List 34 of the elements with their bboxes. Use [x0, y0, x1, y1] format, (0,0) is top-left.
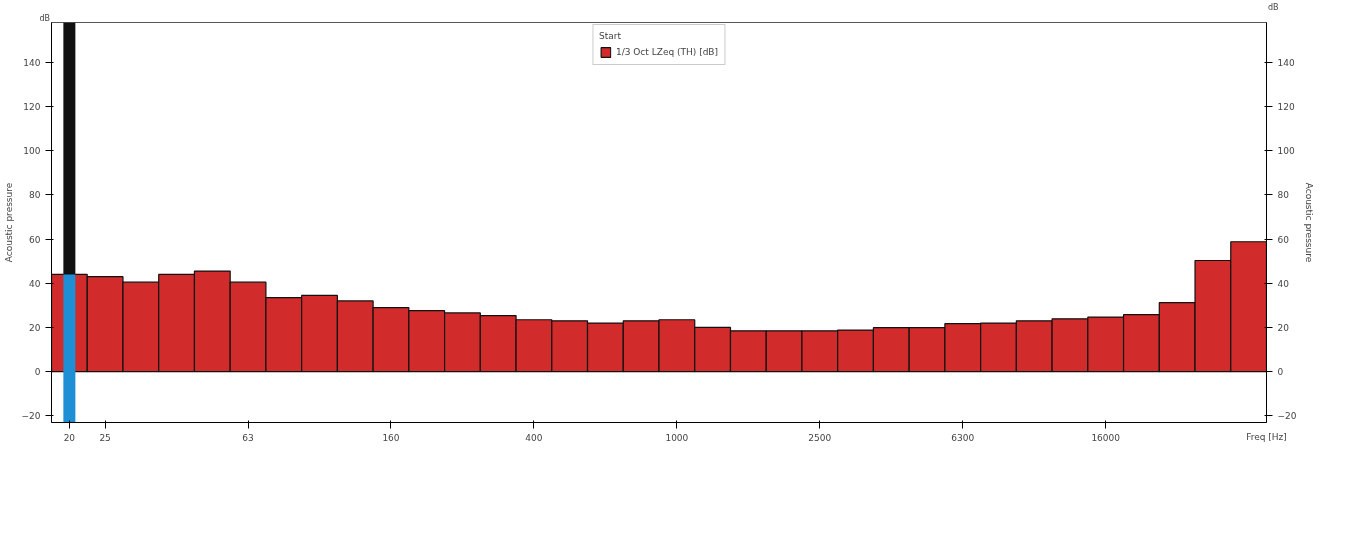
y2-tick-label: 0: [1277, 367, 1284, 378]
y-axis-title: Acoustic pressure: [3, 182, 14, 263]
y-tick-label: 40: [29, 278, 41, 289]
y-tick-label: 140: [23, 57, 41, 68]
y-tick-label: 120: [23, 101, 41, 112]
y2-tick-label: 80: [1277, 190, 1290, 201]
x-tick-label: 63: [242, 432, 254, 443]
legend-title: Start: [598, 31, 622, 41]
x-tick-label: 6300: [951, 432, 975, 443]
y2-tick-label: 60: [1277, 234, 1290, 245]
x-tick-label: 20: [63, 432, 76, 443]
x-tick-label: 160: [382, 432, 400, 443]
y2-tick-label: 20: [1277, 322, 1290, 333]
y-tick-label: 0: [34, 367, 41, 378]
x-axis-title: Freq [Hz]: [1246, 431, 1287, 442]
x-tick-label: 25: [99, 432, 111, 443]
y-tick-label: 80: [29, 190, 41, 201]
x-tick-label: 16000: [1091, 432, 1121, 443]
y-tick-label: 20: [29, 322, 41, 333]
y2-tick-label: 140: [1277, 57, 1295, 68]
x-tick-label: 1000: [665, 432, 689, 443]
legend-label: 1/3 Oct LZeq (TH) [dB]: [615, 47, 719, 57]
text: dB: [39, 13, 51, 23]
y2-tick-label: 100: [1277, 146, 1295, 157]
y2-axis-title: Acoustic pressure: [1304, 182, 1315, 263]
x-tick-label: 400: [525, 432, 543, 443]
y2-tick-label: 120: [1277, 101, 1295, 112]
y-tick-label: 100: [23, 146, 41, 157]
x-tick-label: 2500: [808, 432, 832, 443]
y2-tick-label: −20: [1277, 411, 1297, 422]
y2-tick-label: 40: [1277, 278, 1290, 289]
text: dB: [1267, 2, 1279, 12]
y-tick-label: −20: [21, 411, 41, 422]
y-tick-label: 60: [29, 234, 41, 245]
